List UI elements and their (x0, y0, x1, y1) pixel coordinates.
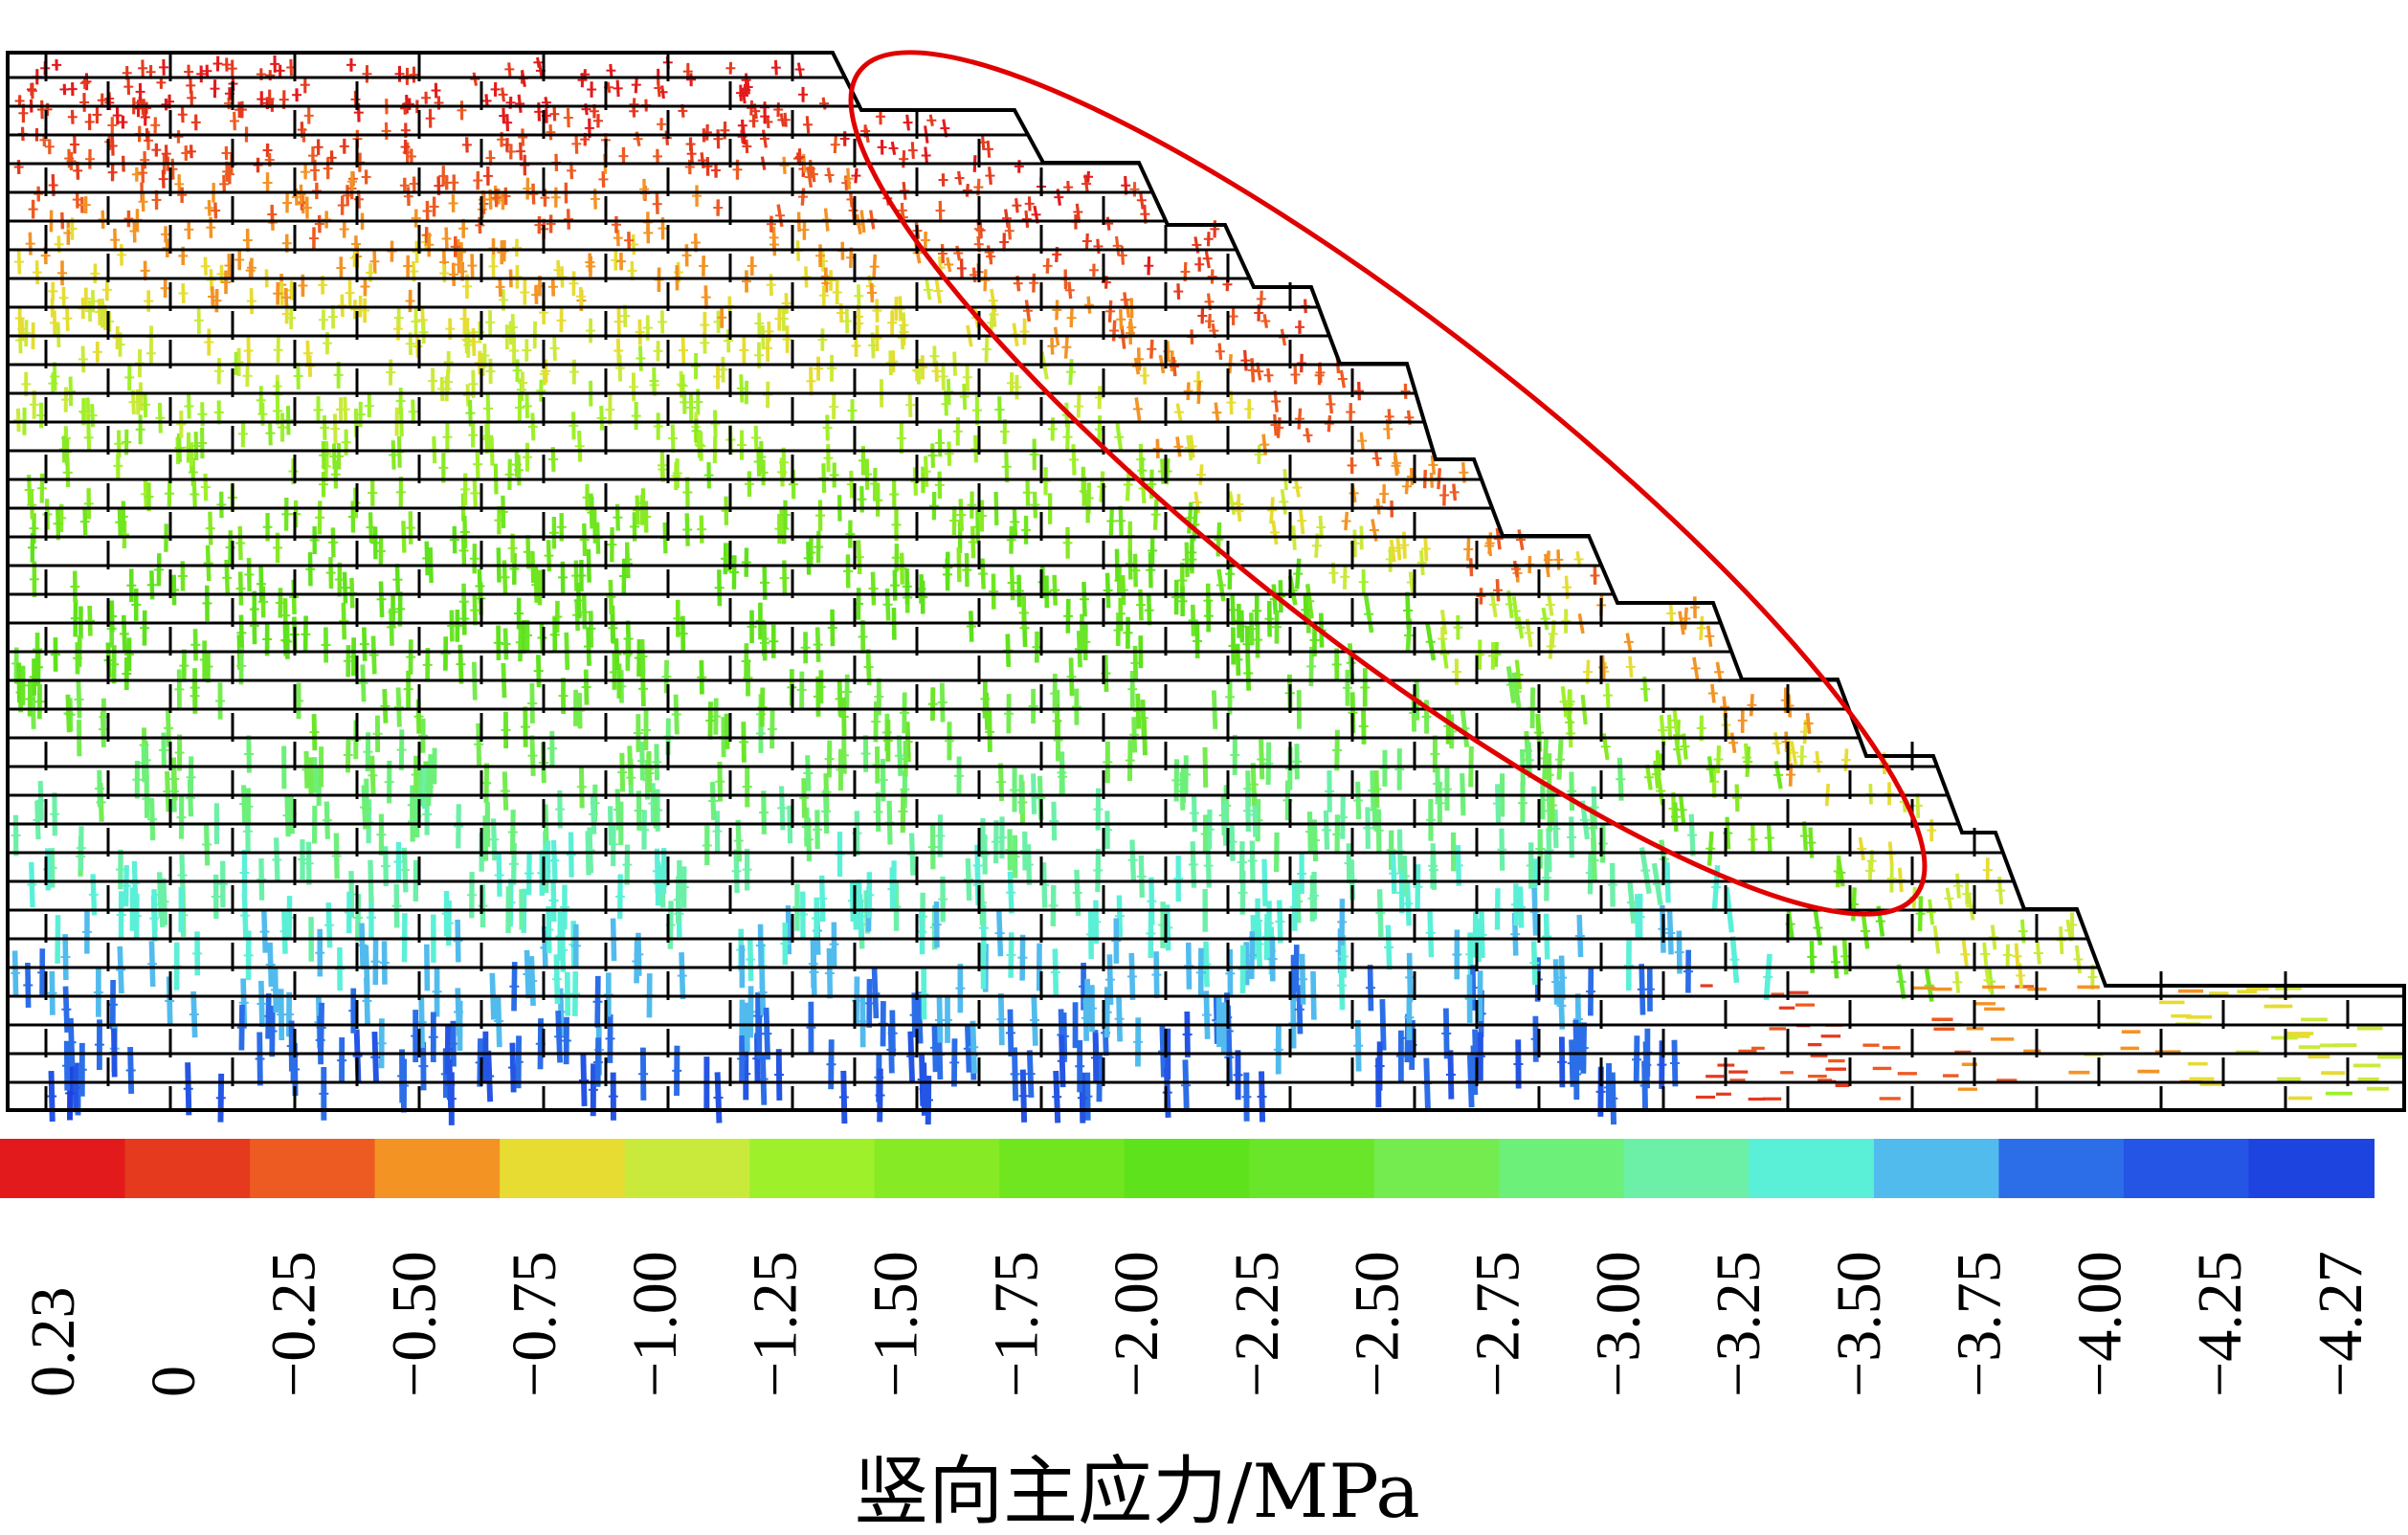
block-grid (8, 53, 2404, 1110)
stress-vector-marks (11, 55, 2404, 1125)
